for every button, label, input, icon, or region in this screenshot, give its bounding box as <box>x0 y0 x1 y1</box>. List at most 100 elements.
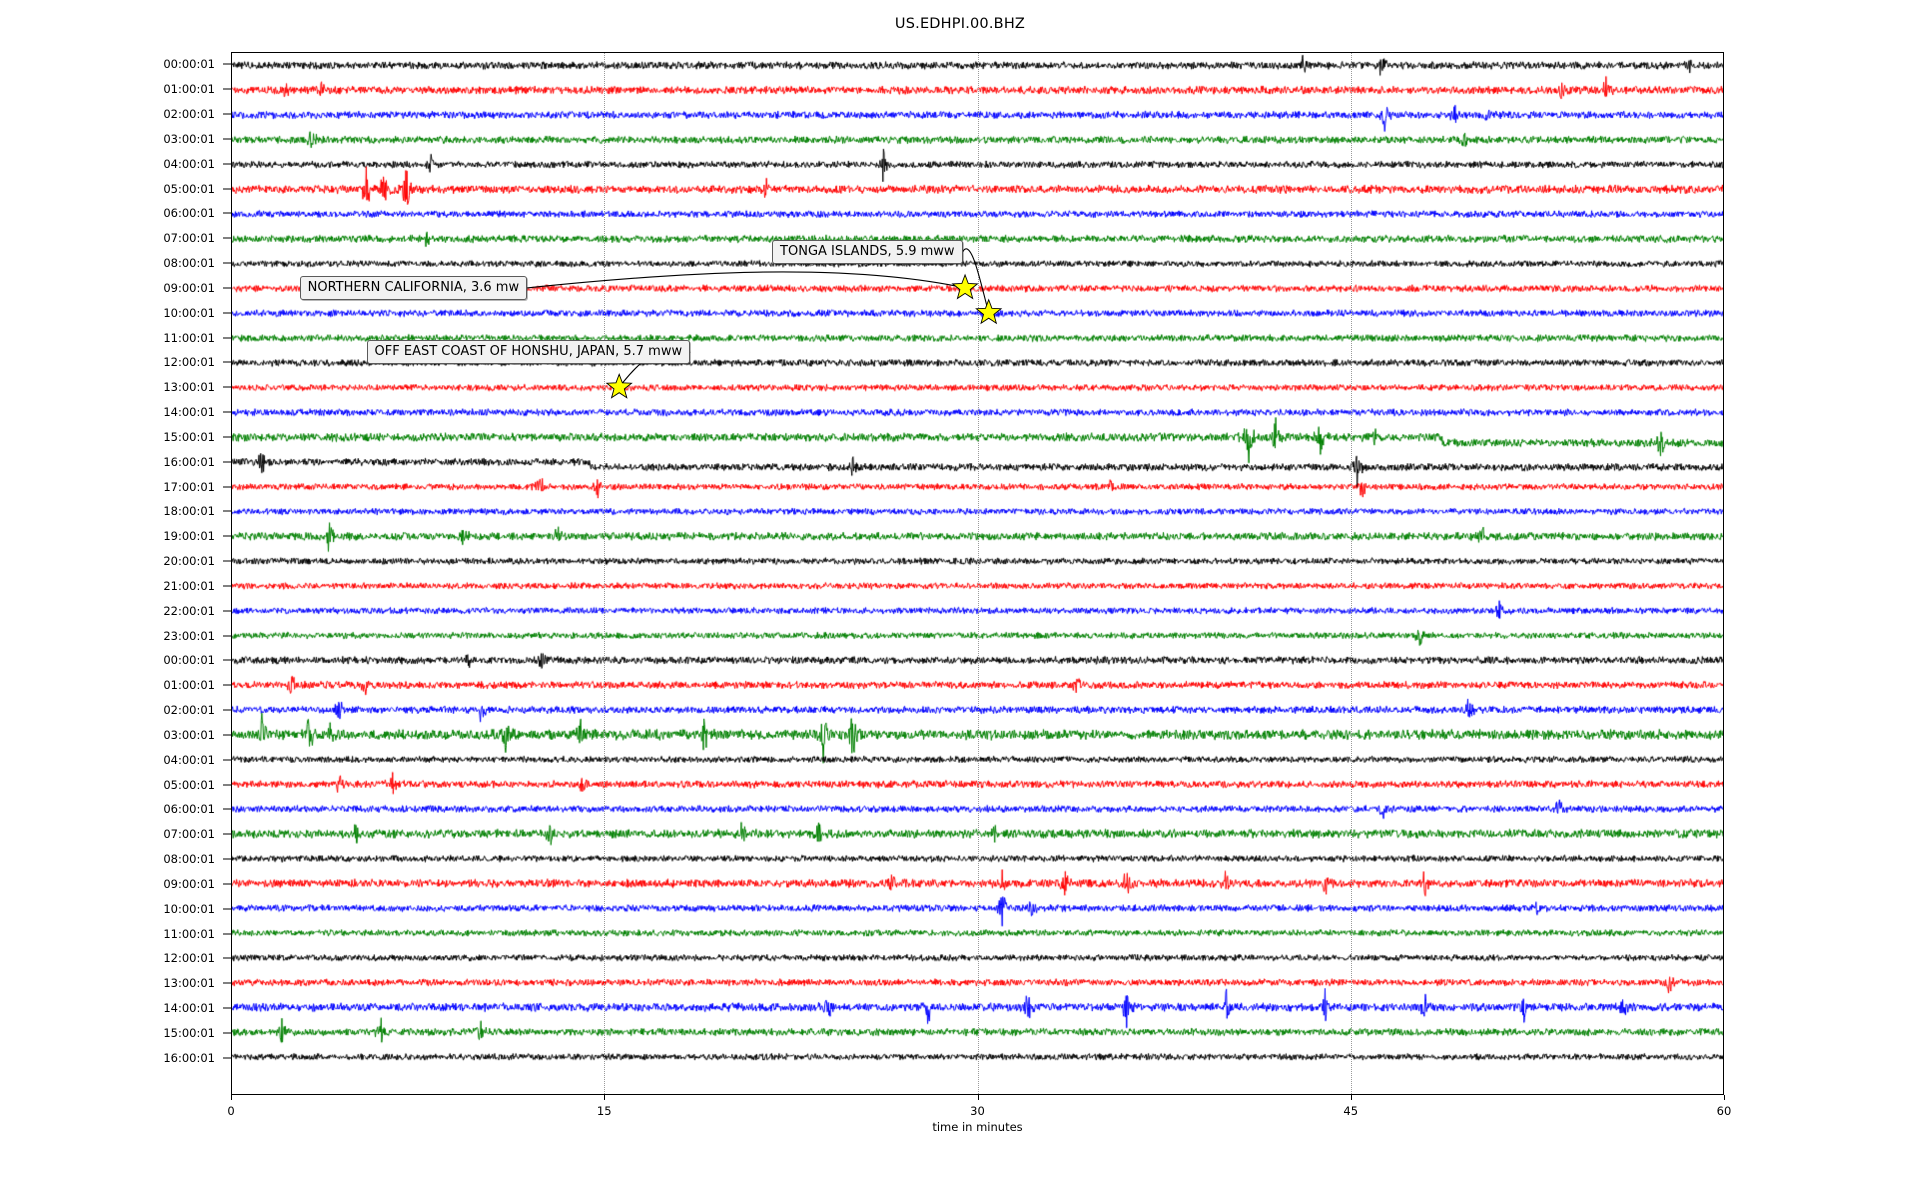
y-axis-tick <box>223 188 231 190</box>
y-axis-tick-label: 10:00:01 <box>163 305 215 320</box>
vertical-gridline <box>1350 53 1352 1094</box>
y-axis-tick-label: 05:00:01 <box>163 181 215 196</box>
annotation-tonga: TONGA ISLANDS, 5.9 mww <box>772 239 963 264</box>
y-axis-tick-label: 15:00:01 <box>163 429 215 444</box>
figure-title: US.EDHPI.00.BHZ <box>894 16 1026 32</box>
y-axis-tick <box>223 734 231 736</box>
y-axis-tick <box>223 237 231 239</box>
vertical-gridline <box>977 53 979 1094</box>
x-axis-tick <box>604 1095 606 1100</box>
x-axis-tick <box>1724 1095 1725 1100</box>
y-axis-tick <box>223 933 231 935</box>
y-axis-tick <box>223 908 231 910</box>
y-axis-tick-label: 08:00:01 <box>163 256 215 271</box>
y-axis-tick <box>223 535 231 537</box>
y-axis-tick <box>223 560 231 562</box>
y-axis-tick-label: 14:00:01 <box>163 405 215 420</box>
y-axis-tick <box>223 635 231 637</box>
y-axis-tick-label: 20:00:01 <box>163 554 215 569</box>
x-axis-tick-label: 15 <box>596 1104 612 1118</box>
y-axis-tick-label: 22:00:01 <box>163 603 215 618</box>
y-axis-tick <box>223 858 231 860</box>
y-axis-tick-label: 16:00:01 <box>163 454 215 469</box>
x-axis-tick <box>1350 1095 1352 1100</box>
y-axis-tick <box>223 88 231 90</box>
y-axis-tick-label: 12:00:01 <box>163 951 215 966</box>
y-axis-tick-label: 07:00:01 <box>163 827 215 842</box>
y-axis-tick <box>223 883 231 885</box>
y-axis-tick-label: 11:00:01 <box>163 330 215 345</box>
y-axis-tick-label: 07:00:01 <box>163 231 215 246</box>
x-axis-tick <box>231 1095 232 1100</box>
plot-area <box>231 52 1724 1095</box>
vertical-gridline <box>604 53 606 1094</box>
y-axis-tick <box>223 1057 231 1059</box>
y-axis-tick-label: 10:00:01 <box>163 901 215 916</box>
y-axis-tick-label: 05:00:01 <box>163 777 215 792</box>
y-axis-tick-label: 13:00:01 <box>163 380 215 395</box>
y-axis-tick-label: 08:00:01 <box>163 852 215 867</box>
y-axis-tick <box>223 808 231 810</box>
y-axis-tick-label: 02:00:01 <box>163 107 215 122</box>
y-axis-tick <box>223 411 231 413</box>
y-axis-tick-label: 12:00:01 <box>163 355 215 370</box>
y-axis-tick-label: 06:00:01 <box>163 206 215 221</box>
y-axis-tick-label: 01:00:01 <box>163 678 215 693</box>
y-axis-tick-label: 00:00:01 <box>163 57 215 72</box>
y-axis-tick-label: 09:00:01 <box>163 280 215 295</box>
y-axis-tick-label: 03:00:01 <box>163 727 215 742</box>
y-axis-tick <box>223 461 231 463</box>
y-axis-tick <box>223 510 231 512</box>
y-axis-tick-label: 15:00:01 <box>163 1025 215 1040</box>
annotation-northern-california: NORTHERN CALIFORNIA, 3.6 mw <box>299 275 528 300</box>
y-axis-tick <box>223 386 231 388</box>
y-axis-tick <box>223 659 231 661</box>
y-axis-tick <box>223 163 231 165</box>
y-axis-tick <box>223 436 231 438</box>
x-axis-tick-label: 30 <box>970 1104 985 1118</box>
y-axis-tick <box>223 982 231 984</box>
y-axis-tick <box>223 759 231 761</box>
y-axis-tick <box>223 957 231 959</box>
x-axis-title: time in minutes <box>932 1120 1023 1134</box>
annotation-honshu: OFF EAST COAST OF HONSHU, JAPAN, 5.7 mww <box>366 340 691 365</box>
y-axis-tick-label: 03:00:01 <box>163 131 215 146</box>
y-axis-tick <box>223 585 231 587</box>
y-axis-tick <box>223 709 231 711</box>
y-axis-tick-label: 23:00:01 <box>163 628 215 643</box>
y-axis-tick-label: 21:00:01 <box>163 578 215 593</box>
y-axis-tick <box>223 212 231 214</box>
x-axis-tick-labels: 0 15 30 45 60 <box>227 1095 1731 1135</box>
y-axis-tick <box>223 833 231 835</box>
y-axis-tick-label: 04:00:01 <box>163 752 215 767</box>
y-axis-tick-label: 16:00:01 <box>163 1050 215 1065</box>
y-axis-tick <box>223 312 231 314</box>
y-axis-tick <box>223 486 231 488</box>
y-axis-tick <box>223 684 231 686</box>
y-axis-tick-label: 17:00:01 <box>163 479 215 494</box>
y-axis-tick <box>223 63 231 65</box>
x-axis-tick <box>977 1095 979 1100</box>
y-axis-tick-label: 18:00:01 <box>163 504 215 519</box>
x-axis-tick-label: 60 <box>1716 1104 1732 1118</box>
y-axis-tick-label: 00:00:01 <box>163 653 215 668</box>
y-axis-tick-label: 13:00:01 <box>163 976 215 991</box>
y-axis-tick-labels: 00:00:01 01:00:01 02:00:01 03:00:01 04:00:01… <box>0 52 231 1095</box>
y-axis-tick-label: 01:00:01 <box>163 82 215 97</box>
y-axis-tick-label: 09:00:01 <box>163 876 215 891</box>
y-axis-tick <box>223 784 231 786</box>
y-axis-tick-label: 02:00:01 <box>163 703 215 718</box>
x-axis-tick-label: 45 <box>1343 1104 1359 1118</box>
y-axis-tick <box>223 113 231 115</box>
y-axis-tick <box>223 262 231 264</box>
y-axis-tick <box>223 1007 231 1009</box>
y-axis-tick-label: 06:00:01 <box>163 802 215 817</box>
y-axis-tick-label: 11:00:01 <box>163 926 215 941</box>
y-axis-tick <box>223 337 231 339</box>
y-axis-tick-label: 19:00:01 <box>163 529 215 544</box>
y-axis-tick <box>223 361 231 363</box>
y-axis-tick <box>223 610 231 612</box>
y-axis-tick <box>223 287 231 289</box>
y-axis-tick-label: 14:00:01 <box>163 1001 215 1016</box>
